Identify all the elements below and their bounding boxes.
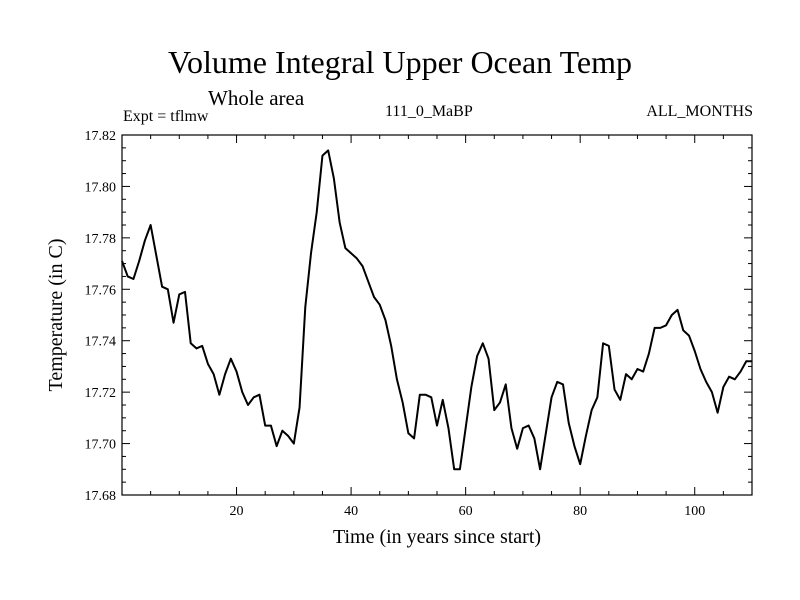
y-tick-label: 17.74 — [85, 335, 117, 350]
months-label: ALL_MONTHS — [646, 103, 753, 120]
plot-frame — [121, 134, 753, 496]
chart-subtitle: Whole area — [208, 86, 305, 110]
line-layer — [121, 149, 752, 471]
y-tick-label: 17.80 — [85, 180, 117, 195]
y-tick-label: 17.78 — [85, 232, 117, 247]
x-tick-label: 20 — [230, 504, 244, 519]
x-tick-label: 100 — [684, 504, 705, 519]
y-tick-label: 17.82 — [85, 129, 117, 144]
y-tick-label: 17.68 — [85, 489, 117, 504]
y-tick-label: 17.76 — [85, 283, 117, 298]
x-tick-label: 60 — [459, 504, 473, 519]
y-tick-label: 17.70 — [85, 438, 117, 453]
y-axis-label: Temperature (in C) — [45, 239, 67, 392]
chart-title: Volume Integral Upper Ocean Temp — [168, 44, 632, 80]
x-tick-label: 80 — [573, 504, 587, 519]
x-tick-label: 40 — [344, 504, 358, 519]
ticks-layer: 17.68 17.70 17.72 17.74 17.76 17.78 17.80 17.82… — [85, 129, 752, 519]
run-id-label: 111_0_MaBP — [385, 103, 473, 120]
y-tick-label: 17.72 — [85, 386, 117, 401]
x-axis-label: Time (in years since start) — [333, 526, 541, 548]
experiment-label: Expt = tflmw — [123, 108, 209, 125]
series-line — [121, 149, 752, 471]
